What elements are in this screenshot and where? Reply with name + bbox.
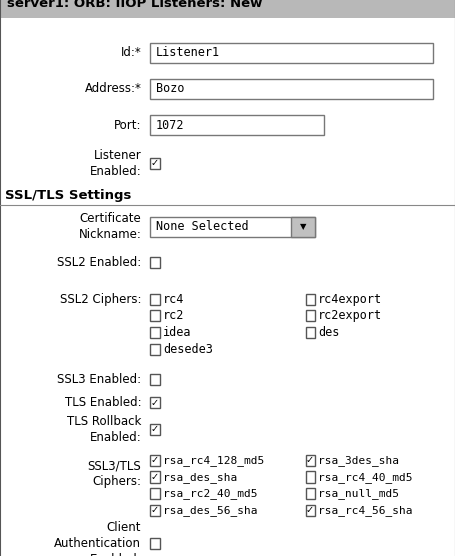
Text: SSL2 Enabled:: SSL2 Enabled: [57,256,141,269]
Text: rsa_rc4_56_sha: rsa_rc4_56_sha [318,505,412,516]
Text: Id:*: Id:* [120,46,141,59]
Text: Listener1: Listener1 [156,46,220,59]
Bar [305,505,314,516]
Bar [150,217,314,237]
Text: ✓: ✓ [151,398,159,408]
Bar [150,257,159,268]
Text: Certificate
Nickname:: Certificate Nickname: [78,212,141,241]
Bar [150,115,323,135]
Text: ✓: ✓ [305,505,313,515]
Text: Port:: Port: [114,118,141,132]
Text: des: des [318,326,339,339]
Text: rc2: rc2 [163,309,184,322]
Text: Bozo: Bozo [156,82,184,96]
Text: ▼: ▼ [299,222,305,231]
Bar [150,158,159,169]
Text: 1072: 1072 [156,118,184,132]
Bar [150,455,159,466]
Bar [305,488,314,499]
Bar [0,0,455,18]
Bar [150,505,159,516]
Bar [290,217,314,237]
Text: rc4export: rc4export [318,292,382,306]
Bar [305,310,314,321]
Text: TLS Enabled:: TLS Enabled: [65,396,141,409]
Text: desede3: desede3 [163,342,212,356]
Text: rsa_rc4_40_md5: rsa_rc4_40_md5 [318,471,412,483]
Text: rc2export: rc2export [318,309,382,322]
Text: idea: idea [163,326,192,339]
Text: rsa_des_sha: rsa_des_sha [163,471,237,483]
Text: SSL3/TLS
Ciphers:: SSL3/TLS Ciphers: [87,459,141,488]
Bar [150,294,159,305]
Bar [150,344,159,355]
Bar [305,294,314,305]
Text: rsa_rc2_40_md5: rsa_rc2_40_md5 [163,488,257,499]
Bar [150,397,159,408]
Text: ✓: ✓ [151,158,159,168]
Bar [150,327,159,338]
Text: server1: ORB: IIOP Listeners: New: server1: ORB: IIOP Listeners: New [7,0,262,10]
Text: ✓: ✓ [151,424,159,434]
Text: None Selected: None Selected [156,220,248,234]
Bar [150,424,159,435]
Text: SSL/TLS Settings: SSL/TLS Settings [5,189,131,202]
Text: SSL2 Ciphers:: SSL2 Ciphers: [60,292,141,306]
Bar [150,471,159,483]
Bar [150,310,159,321]
Bar [150,374,159,385]
Bar [305,455,314,466]
Text: Listener
Enabled:: Listener Enabled: [90,149,141,178]
Bar [150,538,159,549]
Text: ✓: ✓ [151,505,159,515]
Text: Address:*: Address:* [84,82,141,96]
Text: rsa_3des_sha: rsa_3des_sha [318,455,399,466]
Text: rc4: rc4 [163,292,184,306]
Bar [305,471,314,483]
Text: TLS Rollback
Enabled:: TLS Rollback Enabled: [67,415,141,444]
Bar [150,79,432,99]
Text: ✓: ✓ [151,472,159,482]
Text: rsa_des_56_sha: rsa_des_56_sha [163,505,257,516]
Text: SSL3 Enabled:: SSL3 Enabled: [57,373,141,386]
Text: ✓: ✓ [151,455,159,465]
Text: rsa_null_md5: rsa_null_md5 [318,488,399,499]
Text: rsa_rc4_128_md5: rsa_rc4_128_md5 [163,455,264,466]
Bar [305,327,314,338]
Text: Client
Authentication
Enabled:: Client Authentication Enabled: [54,522,141,556]
Text: ✓: ✓ [305,455,313,465]
Bar [150,43,432,63]
Bar [150,488,159,499]
